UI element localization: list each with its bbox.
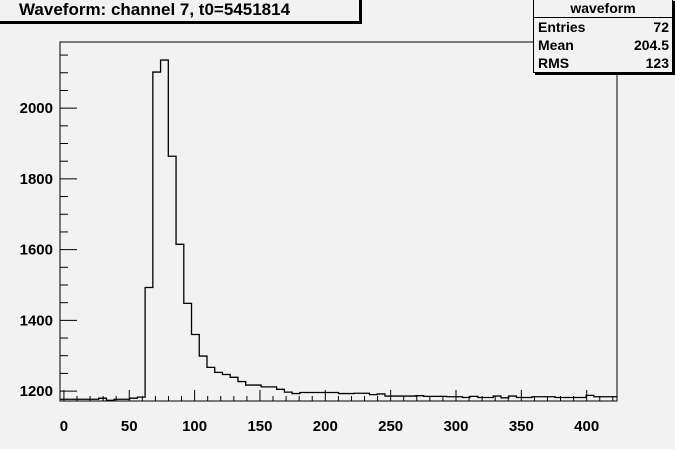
x-tick-label: 100 — [182, 418, 207, 435]
y-tick-label: 1200 — [20, 383, 53, 400]
x-tick-label: 250 — [378, 418, 403, 435]
stats-label: RMS — [538, 55, 570, 71]
stats-label: Mean — [538, 37, 574, 53]
title-box: Waveform: channel 7, t0=5451814 — [0, 0, 360, 22]
plot-frame — [59, 41, 618, 402]
y-tick-label: 1800 — [20, 171, 53, 188]
x-tick-label: 350 — [509, 418, 534, 435]
y-tick-label: 1600 — [20, 242, 53, 259]
y-tick-label: 2000 — [20, 100, 53, 117]
x-tick-label: 300 — [443, 418, 468, 435]
stats-value: 204.5 — [633, 37, 669, 53]
x-tick-label: 200 — [313, 418, 338, 435]
stats-row-entries: Entries 72 — [534, 18, 672, 36]
chart-title: Waveform: channel 7, t0=5451814 — [19, 0, 291, 19]
x-tick-label: 400 — [574, 418, 599, 435]
y-tick-label: 1400 — [20, 312, 53, 329]
stats-value: 72 — [653, 19, 669, 35]
stats-row-rms: RMS 123 — [534, 54, 672, 72]
stats-row-mean: Mean 204.5 — [534, 36, 672, 54]
stats-value: 123 — [645, 55, 669, 71]
x-tick-label: 150 — [247, 418, 272, 435]
stats-name: waveform — [534, 0, 672, 18]
x-tick-label: 50 — [121, 418, 138, 435]
x-tick-label: 0 — [60, 418, 68, 435]
stats-label: Entries — [538, 19, 586, 35]
stats-box: waveform Entries 72 Mean 204.5 RMS 123 — [533, 0, 673, 73]
